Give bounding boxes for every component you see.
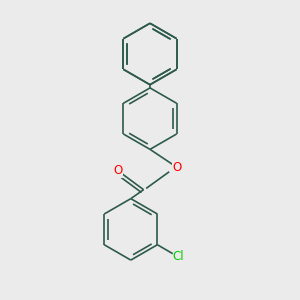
Text: O: O [172, 161, 182, 174]
Text: Cl: Cl [172, 250, 184, 263]
Text: O: O [113, 164, 123, 177]
